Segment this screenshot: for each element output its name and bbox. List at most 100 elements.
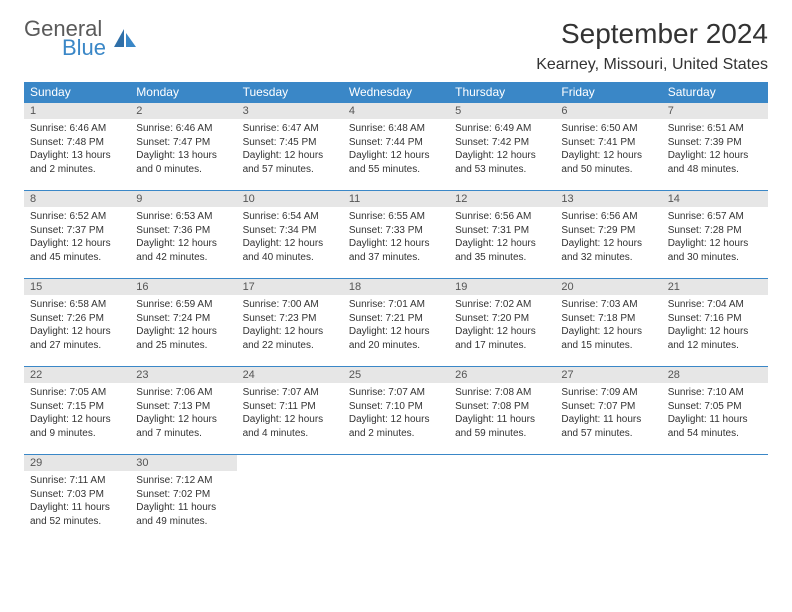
day-line: Sunset: 7:10 PM [349, 400, 443, 414]
day-number: 29 [24, 455, 130, 471]
calendar-cell: 5Sunrise: 6:49 AMSunset: 7:42 PMDaylight… [449, 103, 555, 191]
calendar-cell: 9Sunrise: 6:53 AMSunset: 7:36 PMDaylight… [130, 191, 236, 279]
calendar-row: 1Sunrise: 6:46 AMSunset: 7:48 PMDaylight… [24, 103, 768, 191]
month-title: September 2024 [536, 18, 768, 50]
day-line: Sunrise: 7:03 AM [561, 298, 655, 312]
day-number: 10 [237, 191, 343, 207]
day-text: Sunrise: 6:56 AMSunset: 7:31 PMDaylight:… [449, 207, 555, 268]
day-line: and 57 minutes. [561, 427, 655, 441]
day-text: Sunrise: 6:50 AMSunset: 7:41 PMDaylight:… [555, 119, 661, 180]
calendar-cell: 13Sunrise: 6:56 AMSunset: 7:29 PMDayligh… [555, 191, 661, 279]
calendar-cell: 1Sunrise: 6:46 AMSunset: 7:48 PMDaylight… [24, 103, 130, 191]
day-text: Sunrise: 6:48 AMSunset: 7:44 PMDaylight:… [343, 119, 449, 180]
day-line: Sunset: 7:26 PM [30, 312, 124, 326]
day-line: Daylight: 12 hours [30, 413, 124, 427]
day-number: 2 [130, 103, 236, 119]
col-friday: Friday [555, 82, 661, 103]
day-line: Daylight: 12 hours [243, 325, 337, 339]
day-line: Daylight: 12 hours [455, 149, 549, 163]
day-number: 13 [555, 191, 661, 207]
day-line: Daylight: 12 hours [668, 149, 762, 163]
day-line: Sunrise: 7:07 AM [243, 386, 337, 400]
day-line: Sunset: 7:28 PM [668, 224, 762, 238]
day-line: Daylight: 11 hours [668, 413, 762, 427]
calendar-cell: 6Sunrise: 6:50 AMSunset: 7:41 PMDaylight… [555, 103, 661, 191]
day-line: and 4 minutes. [243, 427, 337, 441]
day-line: and 17 minutes. [455, 339, 549, 353]
day-line: Sunrise: 7:02 AM [455, 298, 549, 312]
calendar-cell: 21Sunrise: 7:04 AMSunset: 7:16 PMDayligh… [662, 279, 768, 367]
day-line: Daylight: 12 hours [30, 237, 124, 251]
day-line: Sunset: 7:21 PM [349, 312, 443, 326]
day-text: Sunrise: 7:05 AMSunset: 7:15 PMDaylight:… [24, 383, 130, 444]
day-line: Daylight: 12 hours [136, 413, 230, 427]
calendar-cell: 28Sunrise: 7:10 AMSunset: 7:05 PMDayligh… [662, 367, 768, 455]
day-line: Daylight: 12 hours [455, 325, 549, 339]
day-text: Sunrise: 6:57 AMSunset: 7:28 PMDaylight:… [662, 207, 768, 268]
day-line: Sunrise: 6:56 AM [561, 210, 655, 224]
day-line: Sunset: 7:18 PM [561, 312, 655, 326]
day-line: Sunset: 7:02 PM [136, 488, 230, 502]
day-line: Sunrise: 6:46 AM [30, 122, 124, 136]
day-text: Sunrise: 6:59 AMSunset: 7:24 PMDaylight:… [130, 295, 236, 356]
day-number: 30 [130, 455, 236, 471]
day-line: and 32 minutes. [561, 251, 655, 265]
location: Kearney, Missouri, United States [536, 56, 768, 74]
day-line: Sunrise: 6:49 AM [455, 122, 549, 136]
day-line: Daylight: 12 hours [561, 149, 655, 163]
calendar-cell: 30Sunrise: 7:12 AMSunset: 7:02 PMDayligh… [130, 455, 236, 543]
day-line: Sunrise: 7:10 AM [668, 386, 762, 400]
calendar-cell: 14Sunrise: 6:57 AMSunset: 7:28 PMDayligh… [662, 191, 768, 279]
day-line: Daylight: 13 hours [30, 149, 124, 163]
day-line: Sunrise: 6:46 AM [136, 122, 230, 136]
day-line: Sunrise: 7:12 AM [136, 474, 230, 488]
day-number: 18 [343, 279, 449, 295]
col-sunday: Sunday [24, 82, 130, 103]
day-number: 27 [555, 367, 661, 383]
day-text: Sunrise: 6:49 AMSunset: 7:42 PMDaylight:… [449, 119, 555, 180]
col-tuesday: Tuesday [237, 82, 343, 103]
day-line: and 15 minutes. [561, 339, 655, 353]
day-number: 11 [343, 191, 449, 207]
day-line: and 50 minutes. [561, 163, 655, 177]
day-text: Sunrise: 6:55 AMSunset: 7:33 PMDaylight:… [343, 207, 449, 268]
day-number: 25 [343, 367, 449, 383]
calendar-cell: 24Sunrise: 7:07 AMSunset: 7:11 PMDayligh… [237, 367, 343, 455]
day-number: 28 [662, 367, 768, 383]
day-text: Sunrise: 7:07 AMSunset: 7:10 PMDaylight:… [343, 383, 449, 444]
day-line: Sunrise: 6:54 AM [243, 210, 337, 224]
day-text: Sunrise: 6:54 AMSunset: 7:34 PMDaylight:… [237, 207, 343, 268]
header-row: Sunday Monday Tuesday Wednesday Thursday… [24, 82, 768, 103]
day-text: Sunrise: 6:52 AMSunset: 7:37 PMDaylight:… [24, 207, 130, 268]
col-wednesday: Wednesday [343, 82, 449, 103]
day-number: 4 [343, 103, 449, 119]
calendar-row: 29Sunrise: 7:11 AMSunset: 7:03 PMDayligh… [24, 455, 768, 543]
day-line: and 42 minutes. [136, 251, 230, 265]
day-line: Sunset: 7:45 PM [243, 136, 337, 150]
day-line: Daylight: 11 hours [455, 413, 549, 427]
day-line: and 22 minutes. [243, 339, 337, 353]
day-number: 1 [24, 103, 130, 119]
calendar-cell [449, 455, 555, 543]
day-line: and 12 minutes. [668, 339, 762, 353]
day-number: 26 [449, 367, 555, 383]
day-line: and 54 minutes. [668, 427, 762, 441]
day-line: and 40 minutes. [243, 251, 337, 265]
day-line: and 9 minutes. [30, 427, 124, 441]
calendar-cell: 11Sunrise: 6:55 AMSunset: 7:33 PMDayligh… [343, 191, 449, 279]
calendar-cell: 15Sunrise: 6:58 AMSunset: 7:26 PMDayligh… [24, 279, 130, 367]
day-number: 6 [555, 103, 661, 119]
day-line: Daylight: 12 hours [243, 237, 337, 251]
day-line: Sunset: 7:03 PM [30, 488, 124, 502]
day-line: and 57 minutes. [243, 163, 337, 177]
day-number: 19 [449, 279, 555, 295]
day-number: 23 [130, 367, 236, 383]
calendar-cell: 23Sunrise: 7:06 AMSunset: 7:13 PMDayligh… [130, 367, 236, 455]
day-text: Sunrise: 6:46 AMSunset: 7:47 PMDaylight:… [130, 119, 236, 180]
day-line: Daylight: 12 hours [455, 237, 549, 251]
day-line: Sunrise: 7:06 AM [136, 386, 230, 400]
day-line: Sunrise: 6:58 AM [30, 298, 124, 312]
col-monday: Monday [130, 82, 236, 103]
day-line: and 2 minutes. [349, 427, 443, 441]
day-line: Daylight: 12 hours [349, 149, 443, 163]
